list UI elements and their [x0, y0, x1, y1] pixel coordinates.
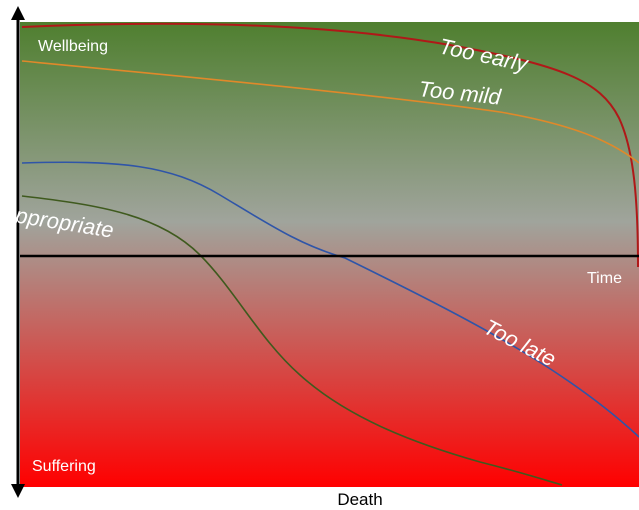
curve-too-late: [21, 161, 639, 438]
wellbeing-label: Wellbeing: [38, 38, 108, 55]
time-label: Time: [587, 270, 622, 287]
axis-arrow-down-icon: [11, 484, 25, 498]
axis-arrow-up-icon: [11, 6, 25, 20]
wellbeing-suffering-gradient: [20, 22, 639, 487]
curve-appropriate: [21, 195, 563, 486]
curve-too-early: [21, 22, 639, 268]
death-label: Death: [337, 490, 382, 509]
suffering-label: Suffering: [32, 458, 96, 475]
curve-too-mild: [21, 60, 639, 164]
